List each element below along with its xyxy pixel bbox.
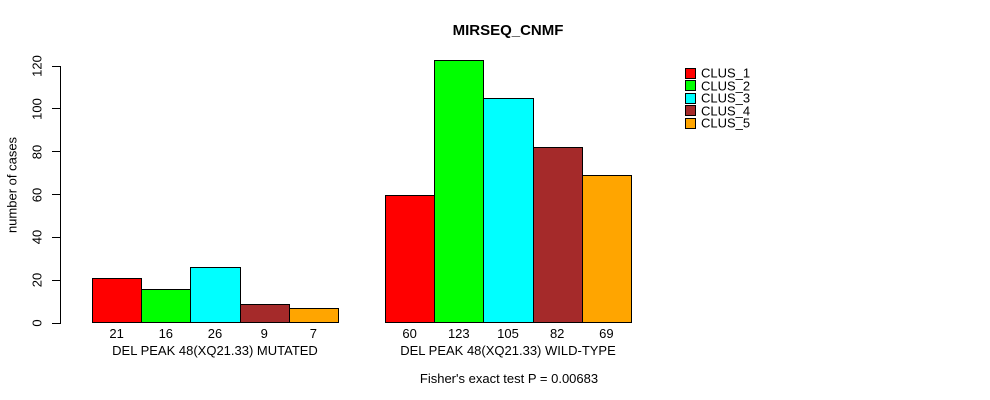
y-axis-tick [52,322,60,324]
bar-clus_3-group1 [190,267,241,323]
y-axis-tick [52,279,60,281]
legend-swatch-clus_2 [685,80,696,92]
group-label: DEL PEAK 48(XQ21.33) WILD-TYPE [400,343,616,358]
bar-value-label: 9 [260,326,268,341]
bar-value-label: 26 [207,326,223,341]
y-axis-tick [52,108,60,110]
caption: Fisher's exact test P = 0.00683 [419,371,599,386]
legend-label: CLUS_2 [701,78,751,94]
bar-clus_5-group1 [288,308,339,323]
bar-clus_4-group2 [532,147,583,323]
group-label: DEL PEAK 48(XQ21.33) MUTATED [112,343,318,358]
bar-value-label: 16 [158,326,174,341]
legend-label: CLUS_4 [701,103,751,119]
bar-value-label: 60 [402,326,417,341]
bar-clus_2-group1 [141,288,192,323]
legend-label: CLUS_5 [701,115,751,131]
y-axis-tick [52,151,60,153]
legend-label: CLUS_1 [701,65,751,81]
bar-clus_1-group1 [92,278,143,323]
bar-value-label: 69 [599,326,614,341]
bar-value-label: 21 [109,326,124,341]
chart-title: MIRSEQ_CNMF [452,22,564,39]
legend-swatch-clus_4 [685,105,696,117]
bar-value-label: 123 [447,326,470,341]
y-axis-tick [52,194,60,195]
y-axis-line [60,66,61,324]
bar-value-label: 82 [549,326,565,341]
legend-swatch-clus_1 [685,67,696,79]
y-axis-tick [52,65,60,67]
bar-value-label: 7 [309,326,318,341]
bar-value-label: 105 [497,326,519,341]
y-axis-tick [52,236,60,238]
legend-swatch-clus_3 [685,92,696,104]
bar-clus_2-group2 [434,59,485,323]
legend-label: CLUS_3 [701,90,751,106]
legend-swatch-clus_5 [685,117,696,129]
bar-clus_5-group2 [581,175,632,323]
